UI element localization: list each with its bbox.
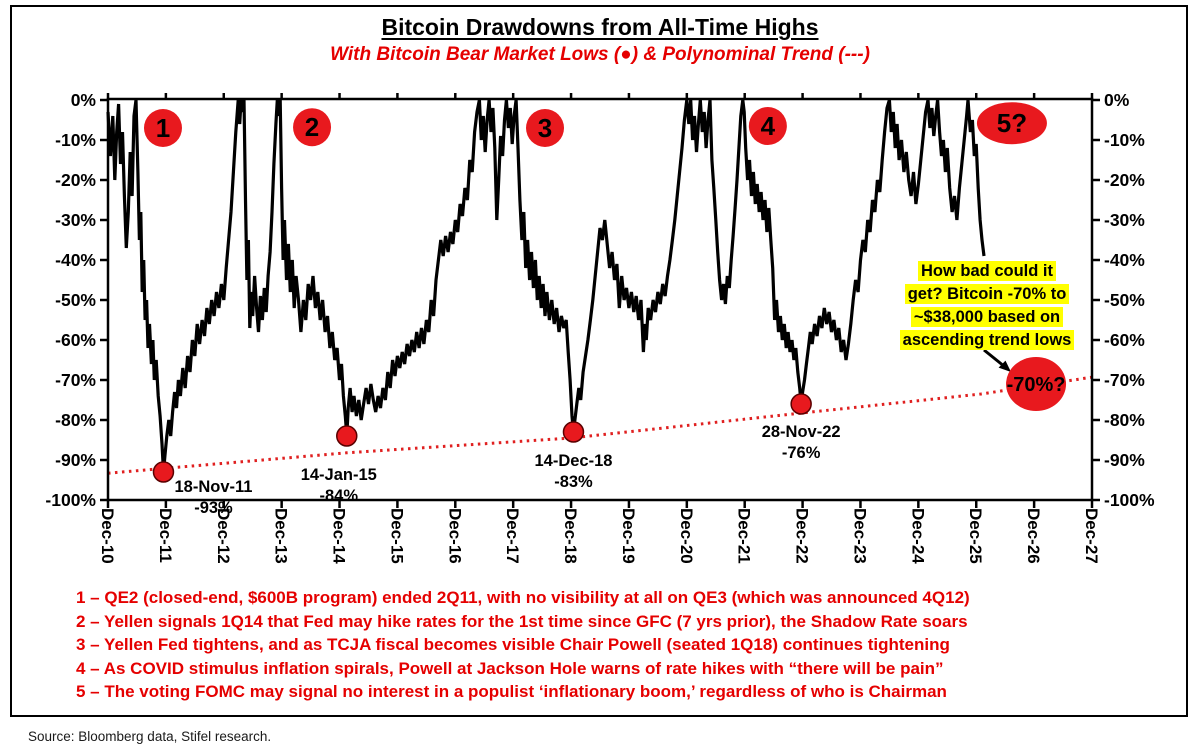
callout-line-2: get? Bitcoin -70% to (904, 284, 1070, 304)
svg-text:14-Dec-18: 14-Dec-18 (534, 452, 612, 470)
svg-text:-83%: -83% (554, 473, 593, 491)
target-bubble: -70%? (1006, 357, 1067, 411)
chart-subtitle: With Bitcoin Bear Market Lows (●) & Poly… (330, 44, 870, 65)
cycle-badge: 1 (143, 109, 182, 147)
footnotes: 1 – QE2 (closed-end, $600B program) ende… (76, 586, 1182, 704)
cycle-badge: 2 (293, 108, 332, 147)
svg-text:-60%: -60% (1104, 330, 1145, 350)
svg-text:Dec-18: Dec-18 (561, 508, 580, 564)
svg-text:2: 2 (305, 112, 319, 142)
svg-text:-90%: -90% (55, 450, 96, 470)
svg-text:0%: 0% (71, 90, 97, 110)
annotation-arrow (983, 348, 1011, 372)
page-title-text: Bitcoin Drawdowns from All-Time Highs (381, 14, 819, 40)
svg-text:Dec-22: Dec-22 (793, 508, 812, 564)
svg-text:-93%: -93% (194, 499, 233, 517)
footnote-5: 5 – The voting FOMC may signal no intere… (76, 682, 947, 701)
svg-text:-90%: -90% (1104, 450, 1145, 470)
svg-text:-20%: -20% (55, 170, 96, 190)
x-axis-labels: Dec-10 Dec-11 Dec-12 Dec-13 Dec-14 Dec-15 Dec-… (98, 508, 1101, 564)
annotation-callout: How bad could it get? Bitcoin -70% to ~$… (888, 260, 1086, 352)
svg-text:Dec-12: Dec-12 (214, 508, 233, 564)
drawdown-chart: 0% 0% -10% -10% -20% -20% -30% -30% -40% -40% -50%… (45, 90, 1155, 564)
y-axis-labels: 0% 0% -10% -10% -20% -20% -30% -30% -40% -40% -50%… (45, 90, 1155, 510)
svg-text:-10%: -10% (55, 130, 96, 150)
svg-text:Dec-11: Dec-11 (156, 508, 175, 563)
callout-line-3: ~$38,000 based on (910, 307, 1064, 327)
cycle-badge: 3 (526, 109, 565, 147)
footnote-2: 2 – Yellen signals 1Q14 that Fed may hik… (76, 611, 968, 631)
svg-text:Dec-26: Dec-26 (1024, 508, 1043, 564)
svg-text:-70%: -70% (1104, 370, 1145, 390)
svg-text:5?: 5? (997, 108, 1027, 138)
svg-text:Dec-13: Dec-13 (272, 508, 291, 564)
svg-text:Dec-15: Dec-15 (387, 508, 406, 564)
bear-low-marker: 28-Nov-22 -76% (762, 393, 841, 462)
svg-text:-84%: -84% (319, 487, 358, 505)
svg-text:4: 4 (761, 111, 776, 141)
bear-low-marker: 18-Nov-11 -93% (152, 461, 252, 517)
svg-text:-80%: -80% (1104, 410, 1145, 430)
svg-text:Dec-25: Dec-25 (966, 508, 985, 564)
svg-text:Dec-10: Dec-10 (98, 508, 117, 564)
callout-line-1: How bad could it (918, 261, 1056, 281)
svg-text:-100%: -100% (45, 490, 96, 510)
svg-text:-80%: -80% (55, 410, 96, 430)
svg-text:-50%: -50% (55, 290, 96, 310)
svg-text:-76%: -76% (782, 444, 821, 462)
footnote-3: 3 – Yellen Fed tightens, and as TCJA fis… (76, 635, 950, 654)
svg-text:-50%: -50% (1104, 290, 1145, 310)
svg-text:Dec-16: Dec-16 (445, 508, 464, 564)
callout-line-4: ascending trend lows (899, 330, 1075, 350)
svg-text:-70%: -70% (55, 370, 96, 390)
bear-low-marker: 14-Jan-15 -84% (301, 425, 377, 505)
svg-text:-70%?: -70%? (1007, 374, 1066, 396)
svg-text:Dec-23: Dec-23 (850, 508, 869, 564)
svg-text:-10%: -10% (1104, 130, 1145, 150)
svg-text:Dec-14: Dec-14 (330, 508, 349, 564)
svg-text:-30%: -30% (55, 210, 96, 230)
svg-text:Dec-27: Dec-27 (1082, 508, 1101, 564)
svg-text:-30%: -30% (1104, 210, 1145, 230)
svg-text:-20%: -20% (1104, 170, 1145, 190)
svg-text:-40%: -40% (55, 250, 96, 270)
svg-text:Dec-20: Dec-20 (677, 508, 696, 564)
footnote-4: 4 – As COVID stimulus inflation spirals,… (76, 658, 944, 678)
svg-text:0%: 0% (1104, 90, 1130, 110)
svg-text:18-Nov-11: 18-Nov-11 (174, 478, 252, 496)
page-title: Bitcoin Drawdowns from All-Time Highs (0, 14, 1200, 41)
svg-text:-100%: -100% (1104, 490, 1155, 510)
svg-text:Dec-17: Dec-17 (503, 508, 522, 564)
bear-low-marker: 14-Dec-18 -83% (534, 421, 612, 491)
source-note: Source: Bloomberg data, Stifel research. (28, 729, 272, 744)
svg-text:28-Nov-22: 28-Nov-22 (762, 423, 841, 441)
svg-text:Dec-19: Dec-19 (619, 508, 638, 564)
drawdown-line (106, 99, 986, 473)
cycle-badge: 5? (976, 102, 1047, 145)
svg-text:-60%: -60% (55, 330, 96, 350)
svg-text:-40%: -40% (1104, 250, 1145, 270)
svg-text:14-Jan-15: 14-Jan-15 (301, 466, 377, 484)
svg-text:1: 1 (156, 113, 170, 143)
footnote-1: 1 – QE2 (closed-end, $600B program) ende… (76, 588, 970, 607)
plot-frame (100, 93, 1100, 508)
svg-text:Dec-24: Dec-24 (908, 508, 927, 564)
svg-text:3: 3 (538, 113, 552, 143)
cycle-badge: 4 (748, 107, 787, 145)
svg-text:Dec-21: Dec-21 (735, 508, 754, 564)
